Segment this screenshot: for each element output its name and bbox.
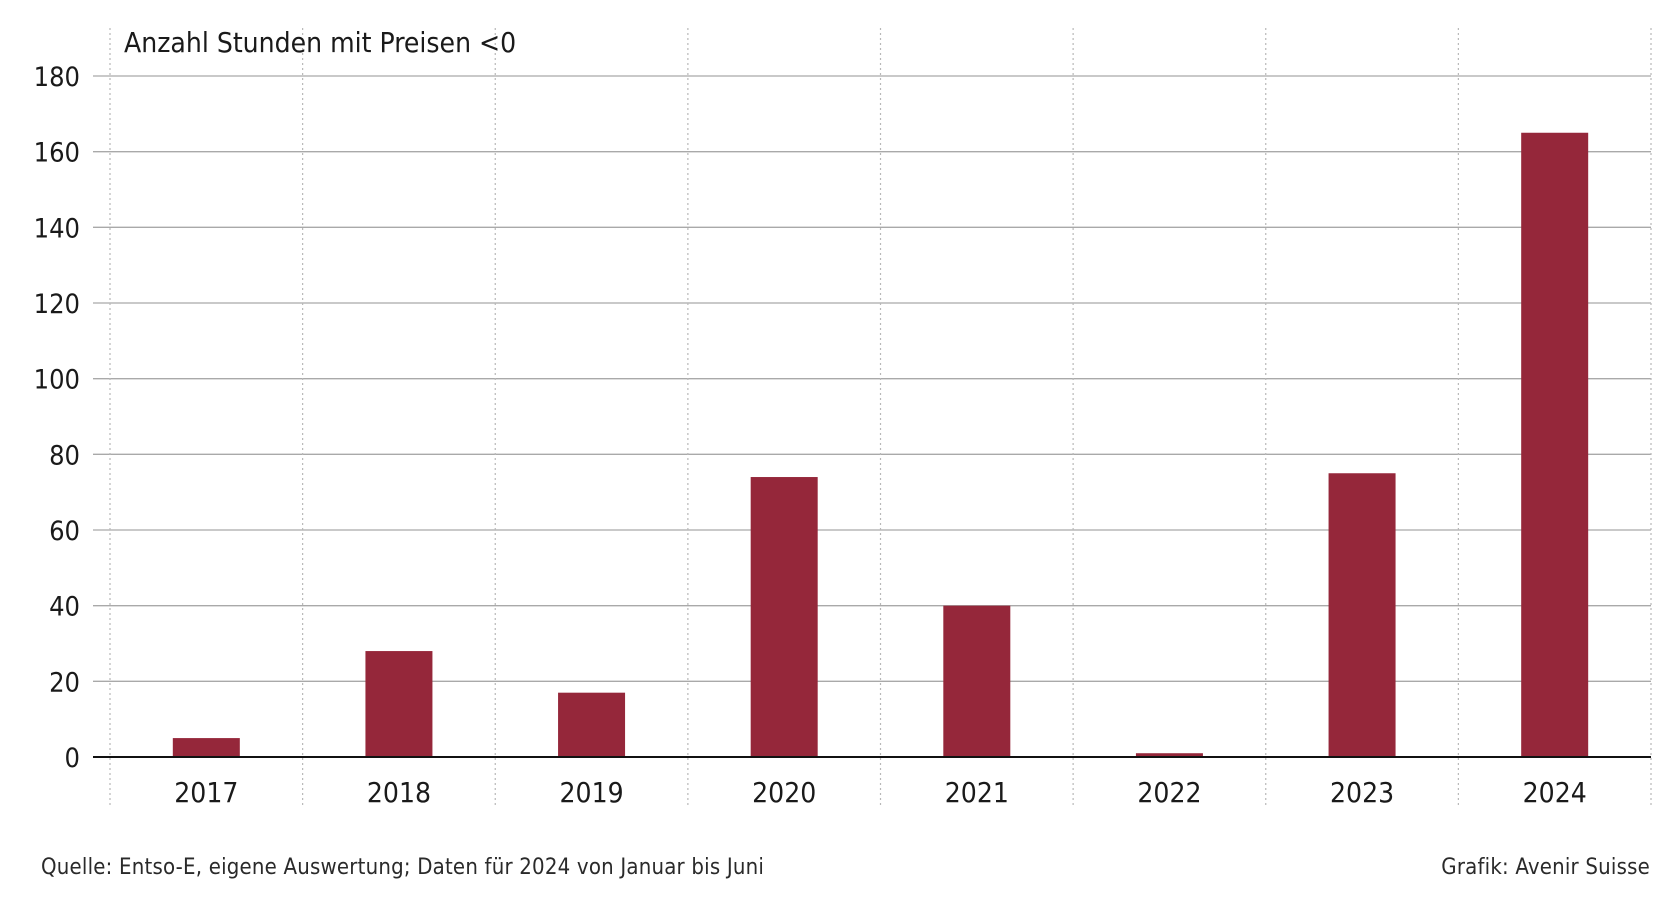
y-tick-label: 40 <box>49 592 80 623</box>
y-tick-label: 80 <box>49 440 80 471</box>
y-tick-label: 140 <box>34 213 80 244</box>
y-tick-label: 120 <box>34 289 80 320</box>
x-tick-label: 2024 <box>1523 776 1587 809</box>
y-tick-label: 60 <box>49 516 80 547</box>
x-tick-label: 2018 <box>367 776 431 809</box>
x-tick-label: 2021 <box>945 776 1009 809</box>
bar-2021 <box>943 605 1011 757</box>
y-tick-label: 0 <box>65 743 80 774</box>
bar-2020 <box>750 477 818 757</box>
credit-note: Grafik: Avenir Suisse <box>1441 855 1650 880</box>
y-tick-label: 180 <box>34 62 80 93</box>
chart-title: Anzahl Stunden mit Preisen <0 <box>124 26 517 59</box>
source-note: Quelle: Entso-E, eigene Auswertung; Date… <box>41 855 765 880</box>
bar-2018 <box>365 651 433 757</box>
bar-2017 <box>172 738 240 757</box>
x-tick-label: 2022 <box>1137 776 1201 809</box>
bar-2024 <box>1521 132 1589 757</box>
y-tick-label: 100 <box>34 365 80 396</box>
x-tick-label: 2019 <box>560 776 624 809</box>
y-tick-label: 160 <box>34 138 80 169</box>
x-tick-label: 2017 <box>174 776 238 809</box>
bar-2022 <box>1135 753 1203 757</box>
y-tick-label: 20 <box>49 667 80 698</box>
x-tick-label: 2023 <box>1330 776 1394 809</box>
x-tick-label: 2020 <box>752 776 816 809</box>
bar-2019 <box>558 692 626 757</box>
bar-2023 <box>1328 473 1396 757</box>
